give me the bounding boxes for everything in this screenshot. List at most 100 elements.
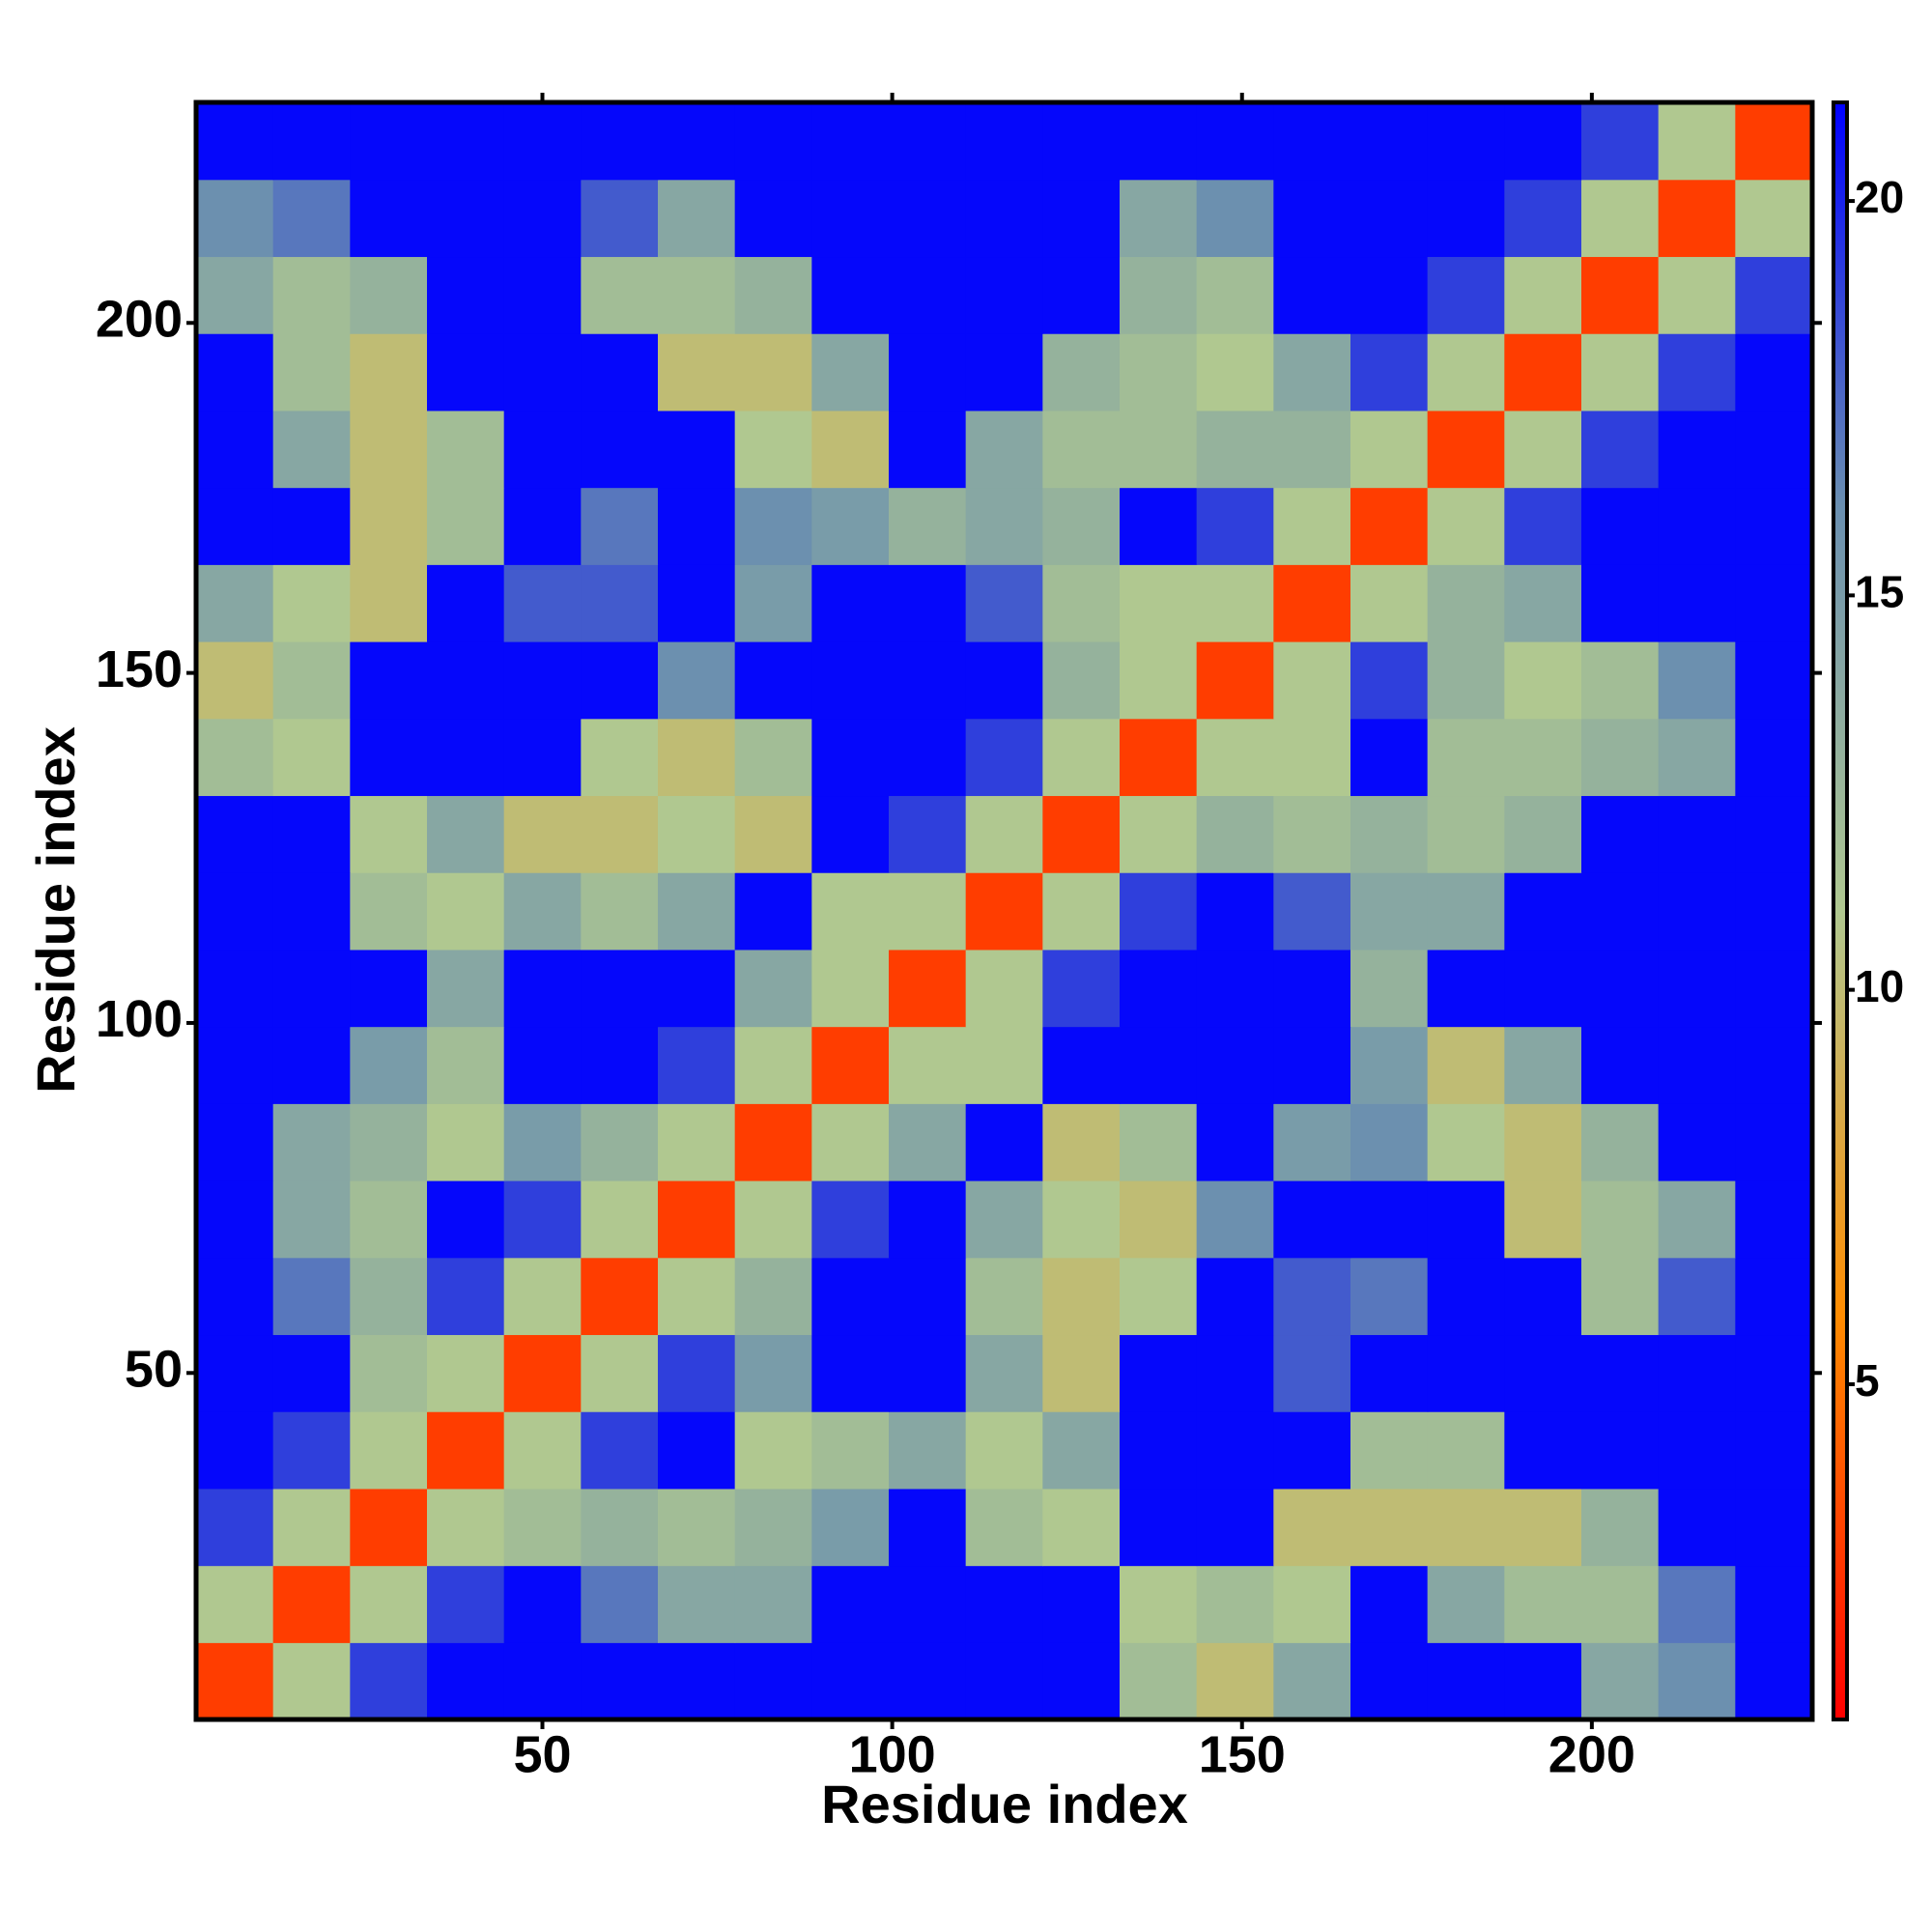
heatmap-cell — [1658, 256, 1736, 334]
heatmap-cell — [811, 949, 890, 1028]
heatmap-cell — [503, 179, 582, 258]
heatmap-cell — [1042, 1565, 1121, 1643]
heatmap-cell — [1658, 179, 1736, 258]
heatmap-cell — [1042, 1642, 1121, 1720]
heatmap-cell — [581, 102, 659, 181]
heatmap-cell — [1658, 487, 1736, 565]
heatmap-cell — [1504, 256, 1582, 334]
heatmap-cell — [1042, 256, 1121, 334]
heatmap-cell — [1735, 1642, 1813, 1720]
y-tick-label: 50 — [125, 1341, 183, 1399]
heatmap-cell — [1735, 718, 1813, 797]
heatmap-cell — [196, 1411, 274, 1490]
heatmap-cell — [1042, 1026, 1121, 1104]
heatmap-cell — [503, 256, 582, 334]
heatmap-cell — [889, 1103, 967, 1181]
heatmap-cell — [503, 1565, 582, 1643]
heatmap-cell — [196, 1180, 274, 1259]
heatmap-cell — [1427, 1565, 1505, 1643]
colorbar-tick-label: 10 — [1855, 961, 1904, 1011]
heatmap-cell — [1427, 179, 1505, 258]
heatmap-cell — [734, 1103, 812, 1181]
heatmap-cell — [889, 1642, 967, 1720]
heatmap-cell — [658, 179, 736, 258]
heatmap-cell — [272, 179, 351, 258]
heatmap-cell — [1273, 641, 1351, 720]
heatmap-cell — [811, 1026, 890, 1104]
heatmap-cell — [503, 1642, 582, 1720]
heatmap-cell — [965, 1257, 1043, 1336]
heatmap-cell — [1120, 795, 1198, 873]
heatmap-cell — [1350, 872, 1429, 951]
heatmap-cell — [1427, 641, 1505, 720]
heatmap-cell — [350, 487, 428, 565]
heatmap-cell — [427, 333, 505, 412]
heatmap-cell — [1042, 641, 1121, 720]
heatmap-cell — [272, 718, 351, 797]
heatmap-cell — [1196, 1488, 1274, 1567]
heatmap-cell — [1735, 410, 1813, 489]
heatmap-cell — [1273, 1103, 1351, 1181]
heatmap-cell — [1350, 1257, 1429, 1336]
heatmap-cell — [1273, 1411, 1351, 1490]
heatmap-cell — [1042, 1411, 1121, 1490]
heatmap-cell — [1427, 333, 1505, 412]
heatmap-cell — [1196, 256, 1274, 334]
heatmap-cell — [1427, 949, 1505, 1028]
heatmap-cell — [1504, 410, 1582, 489]
heatmap-cell — [1120, 1565, 1198, 1643]
heatmap-cell — [427, 1257, 505, 1336]
heatmap-cell — [1427, 872, 1505, 951]
heatmap-cell — [658, 641, 736, 720]
heatmap-cell — [427, 641, 505, 720]
heatmap-cell — [1735, 1565, 1813, 1643]
heatmap-cell — [581, 795, 659, 873]
heatmap-cell — [1427, 1334, 1505, 1412]
heatmap-cell — [889, 1411, 967, 1490]
heatmap-cell — [503, 1334, 582, 1412]
heatmap-cell — [1350, 1334, 1429, 1412]
heatmap-cell — [889, 949, 967, 1028]
heatmap-cell — [427, 487, 505, 565]
heatmap-cell — [350, 1565, 428, 1643]
heatmap-cell — [1658, 641, 1736, 720]
heatmap-cell — [734, 1026, 812, 1104]
heatmap-cell — [581, 949, 659, 1028]
plot-frame — [193, 99, 1815, 1722]
heatmap-cell — [1504, 718, 1582, 797]
heatmap-cell — [965, 102, 1043, 181]
heatmap-cell — [503, 641, 582, 720]
heatmap-cell — [1042, 102, 1121, 181]
heatmap-cell — [503, 410, 582, 489]
heatmap-cell — [734, 564, 812, 642]
heatmap-cell — [503, 487, 582, 565]
heatmap-cell — [1120, 179, 1198, 258]
heatmap-cell — [427, 410, 505, 489]
heatmap-cell — [1120, 1103, 1198, 1181]
heatmap-cell — [1273, 1257, 1351, 1336]
heatmap-cell — [196, 1565, 274, 1643]
heatmap-cell — [1196, 1642, 1274, 1720]
heatmap-cell — [1504, 1642, 1582, 1720]
heatmap-cell — [1196, 1334, 1274, 1412]
heatmap-cell — [1273, 1565, 1351, 1643]
heatmap-cell — [734, 1642, 812, 1720]
heatmap-cell — [1350, 333, 1429, 412]
heatmap-cell — [272, 1180, 351, 1259]
heatmap-cell — [1196, 1257, 1274, 1336]
heatmap-cell — [1042, 1103, 1121, 1181]
heatmap-cell — [196, 1103, 274, 1181]
heatmap-cell — [1120, 410, 1198, 489]
heatmap-cell — [1120, 641, 1198, 720]
heatmap-cell — [1196, 333, 1274, 412]
heatmap-cell — [196, 333, 274, 412]
heatmap-cell — [658, 1642, 736, 1720]
heatmap-cell — [1581, 1334, 1660, 1412]
heatmap-cell — [1042, 1334, 1121, 1412]
heatmap-cell — [1196, 1103, 1274, 1181]
heatmap-cell — [427, 1642, 505, 1720]
heatmap-cell — [1581, 641, 1660, 720]
heatmap-cell — [503, 1257, 582, 1336]
heatmap-cell — [196, 102, 274, 181]
heatmap-cell — [196, 410, 274, 489]
